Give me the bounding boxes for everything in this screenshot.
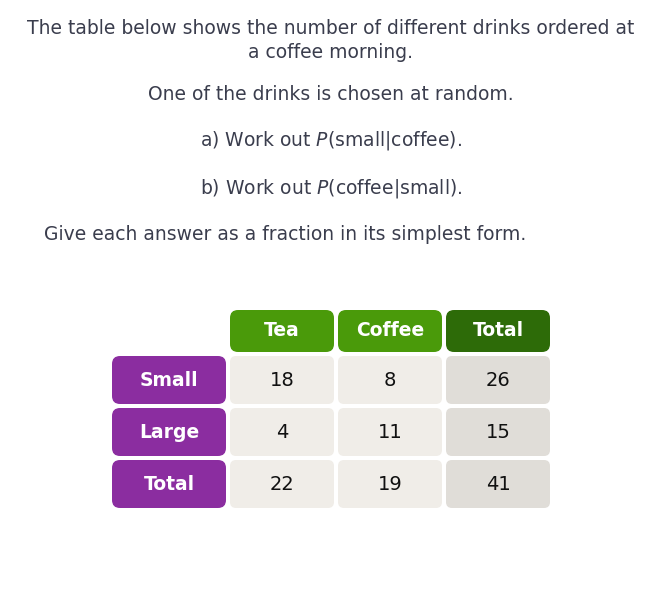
FancyBboxPatch shape [230, 356, 334, 404]
FancyBboxPatch shape [338, 408, 442, 456]
Text: Large: Large [139, 423, 199, 442]
Text: b) Work out $\mathit{P}$(coffee$|$small).: b) Work out $\mathit{P}$(coffee$|$small)… [200, 176, 462, 199]
FancyBboxPatch shape [446, 408, 550, 456]
Text: Coffee: Coffee [356, 321, 424, 340]
Text: a) Work out $\mathit{P}$(small$|$coffee).: a) Work out $\mathit{P}$(small$|$coffee)… [200, 129, 462, 151]
Text: One of the drinks is chosen at random.: One of the drinks is chosen at random. [148, 85, 514, 104]
FancyBboxPatch shape [112, 460, 226, 508]
Text: Small: Small [140, 370, 199, 390]
FancyBboxPatch shape [446, 460, 550, 508]
FancyBboxPatch shape [230, 310, 334, 352]
Text: Give each answer as a fraction in its simplest form.: Give each answer as a fraction in its si… [44, 226, 526, 245]
Text: 18: 18 [269, 370, 295, 390]
Text: 26: 26 [486, 370, 510, 390]
Text: a coffee morning.: a coffee morning. [248, 43, 414, 62]
FancyBboxPatch shape [112, 408, 226, 456]
FancyBboxPatch shape [446, 356, 550, 404]
FancyBboxPatch shape [230, 460, 334, 508]
Text: Total: Total [473, 321, 524, 340]
FancyBboxPatch shape [112, 356, 226, 404]
FancyBboxPatch shape [338, 310, 442, 352]
Text: Total: Total [144, 475, 195, 493]
Text: 19: 19 [377, 475, 402, 493]
Text: 8: 8 [384, 370, 396, 390]
Text: 15: 15 [485, 423, 510, 442]
Text: 11: 11 [377, 423, 402, 442]
Text: 22: 22 [269, 475, 295, 493]
FancyBboxPatch shape [338, 460, 442, 508]
FancyBboxPatch shape [446, 310, 550, 352]
Text: The table below shows the number of different drinks ordered at: The table below shows the number of diff… [27, 18, 635, 37]
FancyBboxPatch shape [338, 356, 442, 404]
FancyBboxPatch shape [230, 408, 334, 456]
Text: 4: 4 [276, 423, 288, 442]
Text: 41: 41 [486, 475, 510, 493]
Text: Tea: Tea [264, 321, 300, 340]
